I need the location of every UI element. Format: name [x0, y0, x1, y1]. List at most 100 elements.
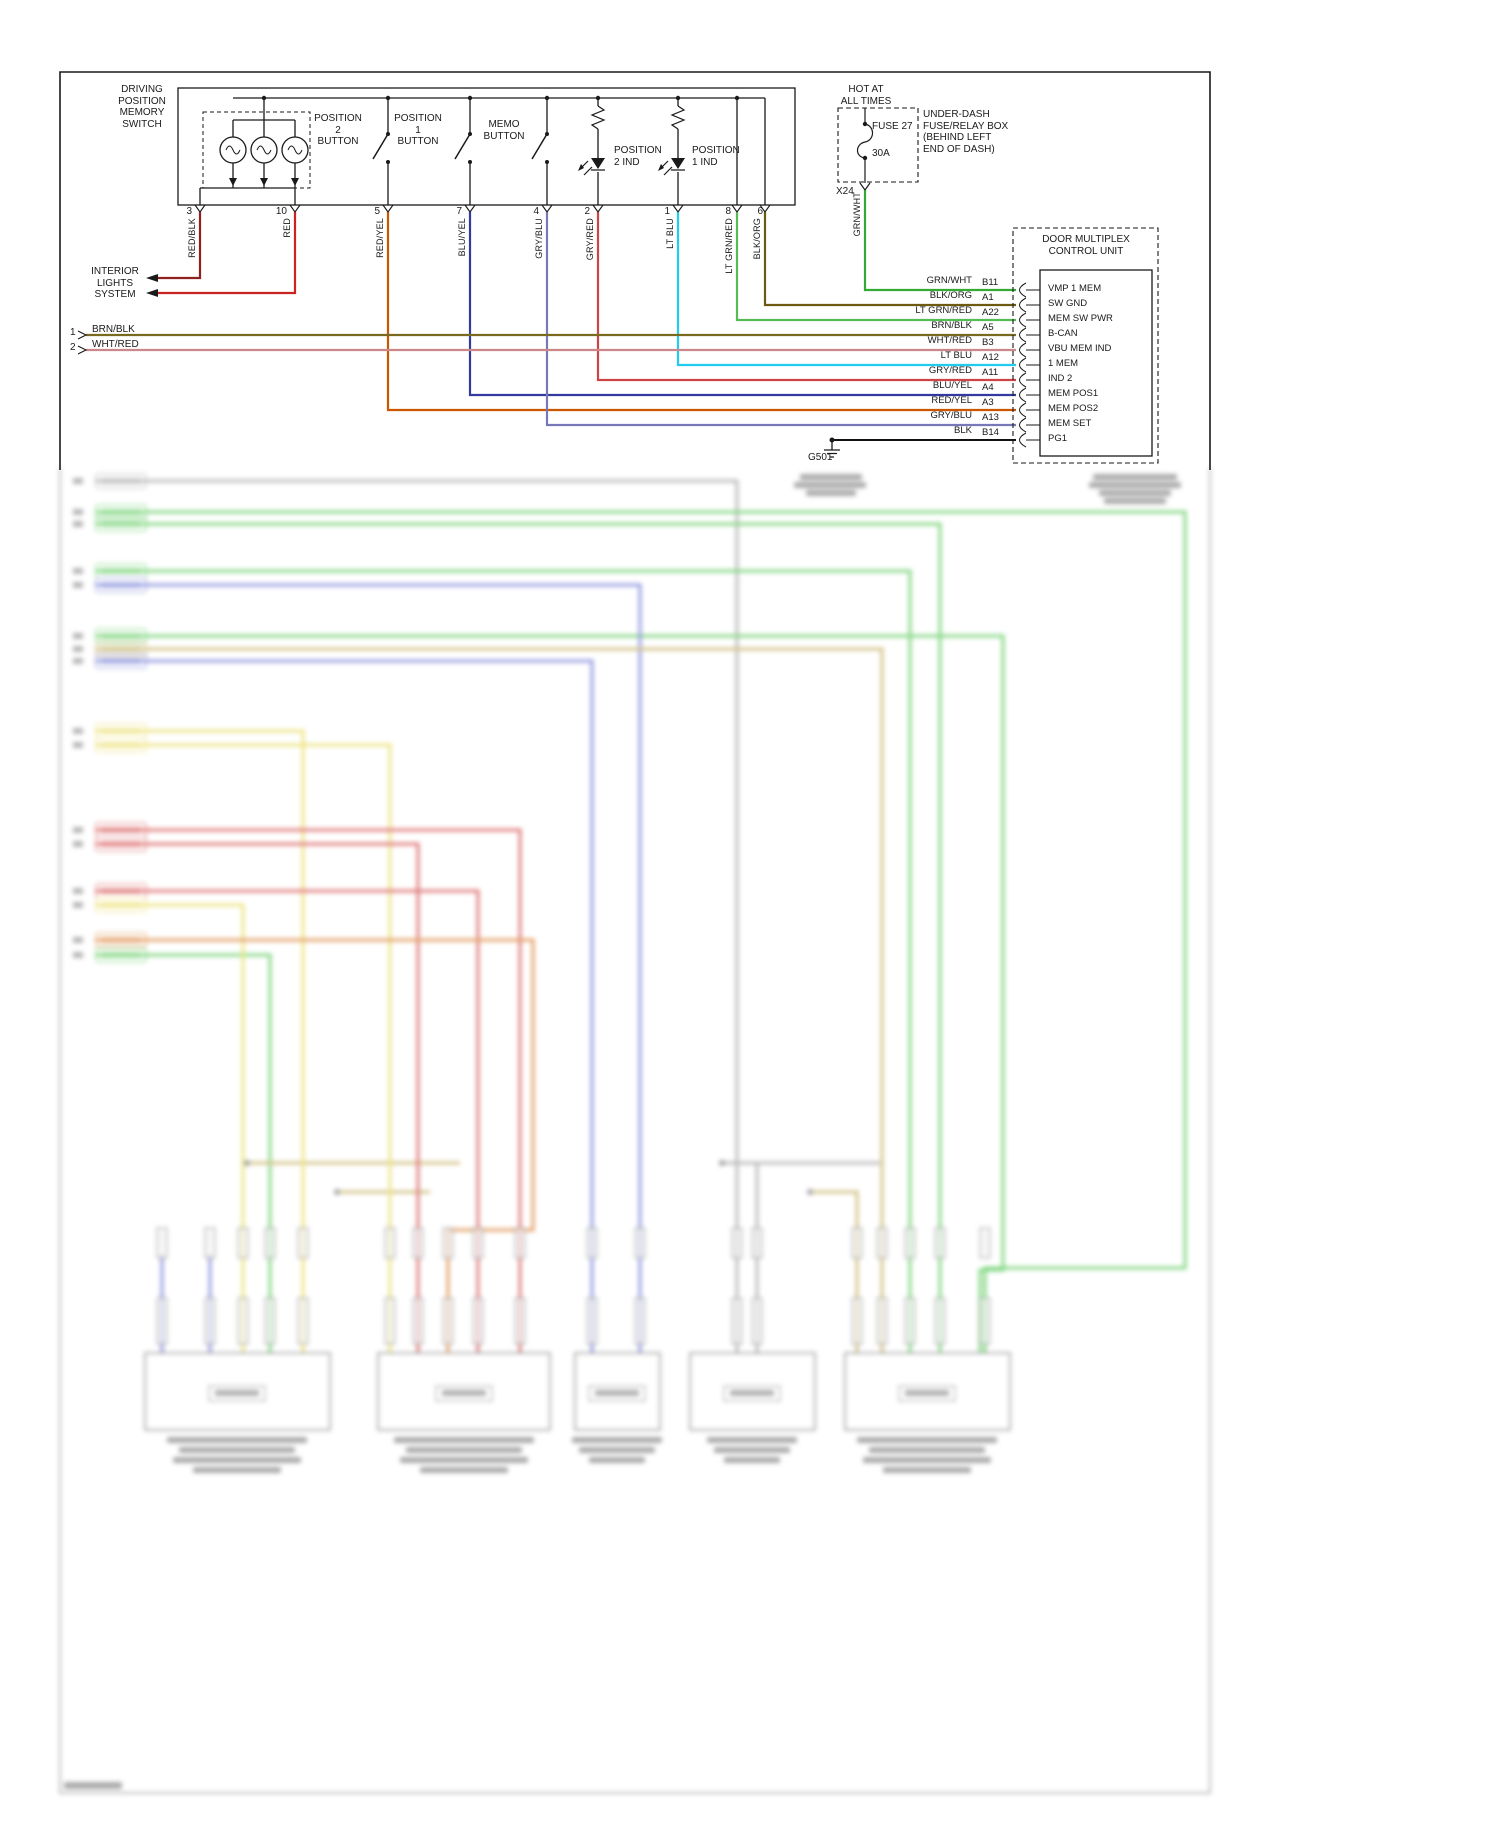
cu-wire-label: BLU/YEL — [932, 380, 972, 391]
wire-color-label: RED/BLK — [187, 218, 197, 258]
indicator-legs — [597, 98, 679, 205]
wire-gry-blu — [545, 212, 1016, 427]
pin-number: 5 — [374, 206, 380, 217]
wire-color-label: RED — [282, 218, 292, 238]
lower-schematic-svg — [59, 468, 1211, 1794]
fuse-symbol — [856, 108, 874, 191]
x24-connector-label: X24 — [836, 186, 854, 197]
pin-connector-chevrons — [194, 204, 771, 213]
pin-number: 1 — [664, 206, 670, 217]
cu-pin-id: A11 — [982, 367, 999, 378]
lamp-arrow — [229, 178, 237, 186]
schematic-lines — [59, 71, 1211, 470]
wire-bundle-orange — [95, 938, 535, 1353]
dots-and-arrows — [146, 95, 868, 443]
left-wire-number: 1 — [70, 327, 76, 338]
left-wire-number: 2 — [70, 342, 76, 353]
cu-pin-name: 1 MEM — [1048, 358, 1079, 369]
cu-pin-id: A1 — [982, 292, 994, 303]
cu-pin-name: B-CAN — [1048, 328, 1078, 339]
switch-legs — [387, 98, 548, 205]
memory-switch-box — [177, 87, 796, 206]
ground-symbol — [824, 440, 840, 458]
position-2-button-label: POSITION 2 BUTTON — [314, 113, 362, 147]
fuse-box-dashed — [837, 107, 919, 183]
interior-lights-system-label: INTERIOR LIGHTS SYSTEM — [91, 266, 139, 300]
led-triangle — [671, 158, 685, 169]
wire-bundle-green — [95, 510, 1187, 1353]
pin-number: 2 — [584, 206, 590, 217]
cu-pin-id: A4 — [982, 382, 994, 393]
cu-pin-name: VMP 1 MEM — [1048, 283, 1102, 294]
switch-title: DRIVING POSITION MEMORY SWITCH — [118, 84, 166, 130]
wire-red-yel — [386, 212, 1016, 412]
pin-number: 10 — [275, 206, 287, 217]
wire-label-chips — [72, 473, 147, 963]
component-boxes — [144, 1352, 1011, 1431]
wire-bundle-yellow — [95, 729, 392, 1353]
wire-red-blk — [158, 212, 202, 280]
lamp-filaments — [225, 145, 303, 155]
fuse-label: FUSE 27 — [872, 121, 913, 132]
component-captions — [167, 1437, 997, 1473]
emission-arrowhead — [658, 164, 664, 171]
cu-wire-label: BLK — [954, 425, 972, 436]
lamp-symbol — [219, 136, 247, 164]
lamp-symbol — [281, 136, 309, 164]
arrow-to-interior-lights — [146, 289, 158, 297]
cu-wire-label: GRY/BLU — [930, 410, 972, 421]
lamp-symbol — [250, 136, 278, 164]
left-wire-label: WHT/RED — [92, 339, 139, 350]
cu-wire-label: LT GRN/RED — [915, 305, 972, 316]
wire-color-label: RED/YEL — [375, 218, 385, 258]
switch-blades — [372, 133, 548, 160]
cu-pin-name: MEM SW PWR — [1048, 313, 1113, 324]
cu-wire-label: LT BLU — [940, 350, 972, 361]
cu-pin-name: MEM POS2 — [1048, 403, 1099, 414]
cu-wire-label: BLK/ORG — [929, 290, 972, 301]
cu-pin-name: MEM SET — [1048, 418, 1092, 429]
wire-color-label: GRN/WHT — [852, 192, 862, 237]
cu-wire-label: WHT/RED — [927, 335, 972, 346]
wire-lt-grn-red — [735, 212, 1016, 322]
led-triangle — [591, 158, 605, 169]
illumination-dashed-box — [202, 111, 311, 189]
wire-bundle-blue — [95, 583, 642, 1353]
resistor-symbols — [590, 105, 686, 130]
pin-number: 3 — [186, 206, 192, 217]
pin-number: 6 — [757, 206, 763, 217]
wire-color-label: LT BLU — [665, 218, 675, 249]
page-frame-upper — [59, 71, 1211, 470]
memo-button-label: MEMO BUTTON — [483, 119, 525, 142]
control-unit-inner-box — [1039, 269, 1153, 457]
cu-pin-id: A13 — [982, 412, 999, 423]
fuse-box-location-label: UNDER-DASH FUSE/RELAY BOX (BEHIND LEFT E… — [923, 109, 1009, 155]
wire-bundle-red — [95, 828, 522, 1353]
wire-color-label: LT GRN/RED — [724, 218, 734, 274]
lower-wire-bundles — [95, 479, 1187, 1353]
wire-color-label: BLK/ORG — [752, 218, 762, 260]
left-wire-label: BRN/BLK — [92, 324, 135, 335]
control-unit-title: DOOR MULTIPLEX CONTROL UNIT — [1042, 234, 1130, 257]
page-frame-lower — [59, 468, 1211, 1794]
pin-number: 4 — [533, 206, 539, 217]
wires — [86, 190, 1016, 441]
illegible-text-bars — [64, 474, 1181, 1789]
wire-color-label: GRY/RED — [585, 218, 595, 261]
cu-pin-id: B3 — [982, 337, 994, 348]
position-1-button-label: POSITION 1 BUTTON — [394, 113, 442, 147]
cu-wire-label: RED/YEL — [931, 395, 972, 406]
component-inner-labels — [208, 1385, 956, 1402]
wire-blu-yel — [468, 212, 1016, 397]
cu-pin-id: B14 — [982, 427, 999, 438]
cu-pin-name: VBU MEM IND — [1048, 343, 1112, 354]
pin-number: 8 — [725, 206, 731, 217]
cu-pin-id: A12 — [982, 352, 999, 363]
cu-pin-id: A22 — [982, 307, 999, 318]
ground-label: G501 — [808, 452, 833, 463]
led-bars-and-emission — [579, 160, 685, 176]
upper-schematic-svg — [59, 71, 1211, 470]
cu-pin-id: A5 — [982, 322, 994, 333]
junction-dots — [244, 1160, 813, 1195]
